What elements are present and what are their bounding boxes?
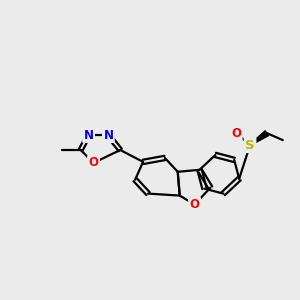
Text: S: S [245, 139, 255, 152]
Text: N: N [103, 129, 113, 142]
Text: N: N [84, 129, 94, 142]
Polygon shape [250, 131, 268, 146]
Text: O: O [88, 156, 98, 170]
Text: O: O [190, 198, 200, 211]
Text: O: O [231, 127, 241, 140]
